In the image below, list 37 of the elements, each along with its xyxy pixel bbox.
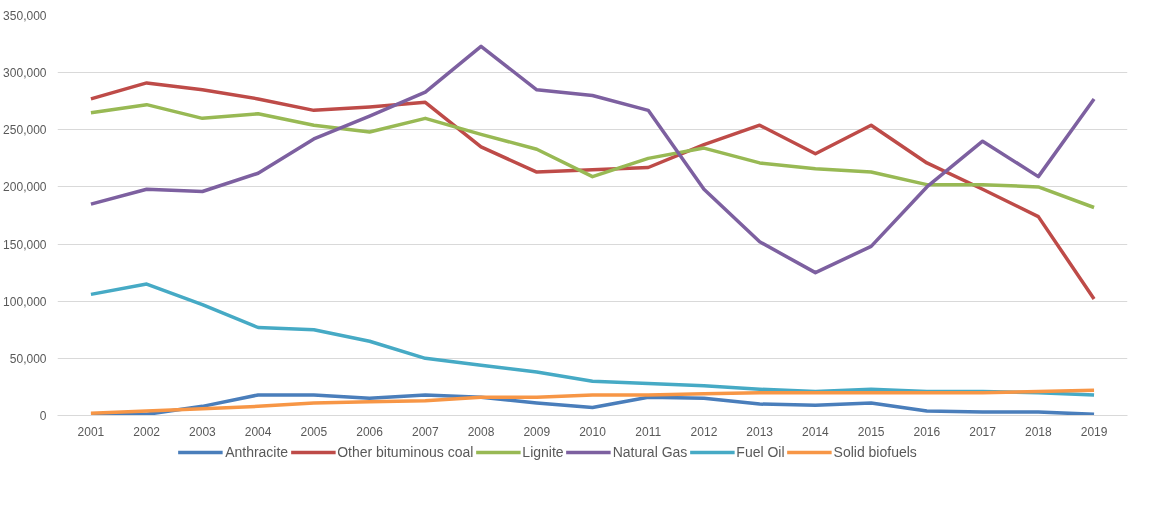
- x-tick-label: 2017: [969, 424, 997, 439]
- legend-label: Anthracite: [225, 444, 289, 460]
- x-tick-label: 2008: [467, 424, 495, 439]
- x-tick-label: 2016: [913, 424, 941, 439]
- x-tick-label: 2002: [133, 424, 161, 439]
- x-tick-label: 2013: [746, 424, 774, 439]
- line-series: [89, 44, 1096, 275]
- x-tick-label: 2007: [411, 424, 439, 439]
- legend-label: Solid biofuels: [833, 444, 917, 460]
- legend-label: Fuel Oil: [736, 444, 785, 460]
- y-tick-label: 200,000: [3, 180, 47, 195]
- line-series: [89, 102, 1096, 210]
- y-tick-label: 300,000: [3, 66, 47, 81]
- x-tick-label: 2014: [802, 424, 830, 439]
- line-series: [89, 81, 1096, 301]
- line-series: [89, 388, 1096, 415]
- x-tick-label: 2006: [356, 424, 384, 439]
- y-tick-label: 150,000: [3, 237, 47, 252]
- y-tick-label: 250,000: [3, 123, 47, 138]
- legend-label: Other bituminous coal: [337, 444, 474, 460]
- x-tick-label: 2005: [300, 424, 328, 439]
- legend-label: Lignite: [522, 444, 564, 460]
- x-tick-label: 2009: [523, 424, 551, 439]
- x-tick-label: 2018: [1024, 424, 1053, 439]
- x-tick-label: 2012: [690, 424, 718, 439]
- x-tick-label: 2004: [244, 424, 272, 439]
- x-tick-label: 2019: [1080, 424, 1108, 439]
- y-tick-label: 50,000: [9, 351, 47, 366]
- y-tick-label: 0: [39, 409, 47, 423]
- x-tick-label: 2010: [579, 424, 607, 439]
- x-tick-label: 2001: [77, 424, 105, 439]
- legend-label: Natural Gas: [612, 444, 688, 460]
- y-tick-label: 350,000: [3, 9, 47, 23]
- x-tick-label: 2003: [189, 424, 217, 439]
- y-tick-label: 100,000: [3, 294, 47, 309]
- x-tick-label: 2015: [857, 424, 885, 439]
- x-tick-label: 2011: [635, 424, 662, 439]
